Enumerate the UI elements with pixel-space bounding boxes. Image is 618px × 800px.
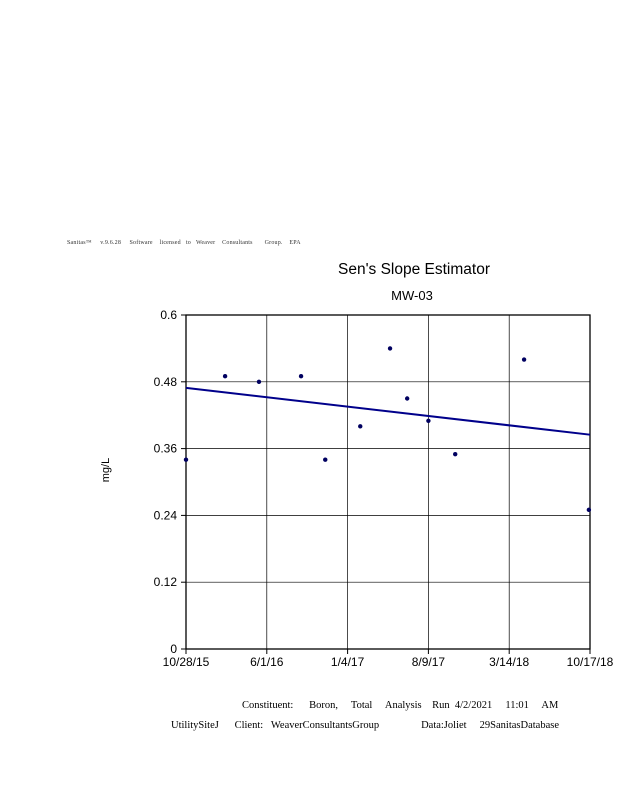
y-axis-title: mg/L (100, 458, 112, 482)
x-tick-label: 3/14/18 (489, 655, 529, 669)
x-tick-label: 10/28/15 (163, 655, 210, 669)
data-point (183, 457, 189, 462)
chart-title: Sen's Slope Estimator (337, 261, 491, 278)
x-tick-label: 1/4/17 (331, 655, 365, 669)
footer-line-constituent: Constituent: Boron, Total Analysis Run 4… (242, 700, 559, 711)
x-tick-label: 6/1/16 (250, 655, 284, 669)
y-tick-label: 0.6 (160, 308, 177, 322)
data-point (521, 357, 527, 362)
data-point (453, 451, 458, 457)
data-point (387, 346, 393, 351)
data-point (404, 396, 410, 401)
y-tick-label: 0.48 (154, 375, 178, 389)
footer-line-site: UtilitySiteJ Client: WeaverConsultantsGr… (171, 720, 559, 731)
y-tick-label: 0.24 (154, 508, 178, 522)
data-point (256, 379, 262, 384)
x-tick-label: 10/17/18 (567, 655, 614, 669)
chart-subtitle: MW-03 (391, 288, 433, 303)
x-tick-label: 8/9/17 (412, 655, 446, 669)
branding-line: Sanitas™ v.9.6.28 Software licensed to W… (67, 240, 301, 246)
data-point (298, 374, 304, 379)
data-point (426, 418, 431, 423)
data-point (323, 457, 328, 462)
y-tick-label: 0 (170, 642, 177, 656)
y-tick-label: 0.36 (154, 442, 178, 456)
y-tick-label: 0.12 (154, 575, 178, 589)
data-point (586, 507, 592, 513)
trend-line (185, 386, 591, 436)
data-point (358, 424, 363, 429)
data-point (222, 374, 228, 379)
plot-border (185, 314, 591, 650)
